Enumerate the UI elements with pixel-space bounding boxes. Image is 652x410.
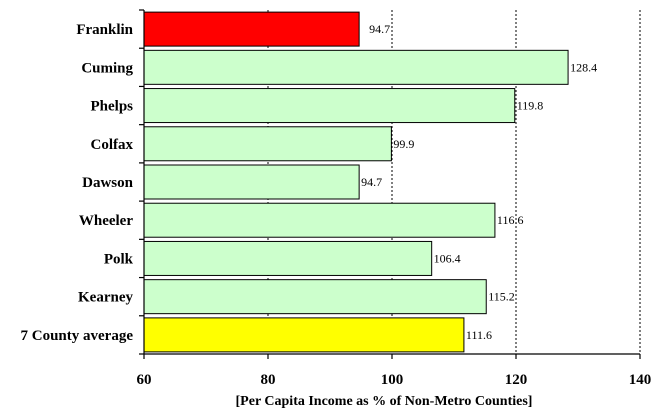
x-axis-title: [Per Capita Income as % of Non-Metro Cou… xyxy=(236,394,533,409)
category-label-wheeler: Wheeler xyxy=(79,213,133,229)
bar-polk xyxy=(143,240,433,276)
tick-labels: 60 80 100 120 140 xyxy=(137,372,652,388)
value-label-7-county-average: 111.6 xyxy=(466,328,492,342)
value-label-wheeler: 116.6 xyxy=(497,213,524,227)
bar-colfax xyxy=(143,126,392,162)
category-label-franklin: Franklin xyxy=(76,22,133,38)
value-label-franklin: 94.7 xyxy=(369,22,390,36)
value-label-cuming: 128.4 xyxy=(570,60,597,74)
bar-dawson xyxy=(143,164,360,200)
value-labels: 94.7 128.4 119.8 99.9 94.7 116.6 106.4 115.2 111… xyxy=(361,22,597,342)
category-label-phelps: Phelps xyxy=(90,99,133,115)
category-label-polk: Polk xyxy=(104,251,134,267)
bar-cuming xyxy=(143,49,569,85)
bar-phelps xyxy=(143,88,516,124)
bar-7-county-average xyxy=(143,317,465,353)
category-labels: Franklin Cuming Phelps Colfax Dawson Wheeler P… xyxy=(21,22,134,344)
value-label-kearney: 115.2 xyxy=(488,290,515,304)
value-label-dawson: 94.7 xyxy=(361,175,382,189)
bar-kearney xyxy=(143,279,487,315)
category-label-kearney: Kearney xyxy=(78,290,133,306)
x-tick-label-100: 100 xyxy=(381,372,404,388)
category-label-colfax: Colfax xyxy=(91,137,134,153)
axes xyxy=(139,9,641,359)
x-tick-label-60: 60 xyxy=(137,372,152,388)
x-tick-label-140: 140 xyxy=(629,372,652,388)
bar-wheeler xyxy=(143,202,496,238)
category-label-7-county-average: 7 County average xyxy=(21,328,134,344)
x-tick-label-80: 80 xyxy=(261,372,276,388)
bar-franklin xyxy=(143,11,360,47)
value-label-phelps: 119.8 xyxy=(517,99,544,113)
bars xyxy=(143,11,569,353)
value-label-polk: 106.4 xyxy=(434,251,461,265)
value-label-colfax: 99.9 xyxy=(393,137,414,151)
category-label-cuming: Cuming xyxy=(81,60,133,76)
x-tick-label-120: 120 xyxy=(505,372,528,388)
category-label-dawson: Dawson xyxy=(82,175,134,191)
